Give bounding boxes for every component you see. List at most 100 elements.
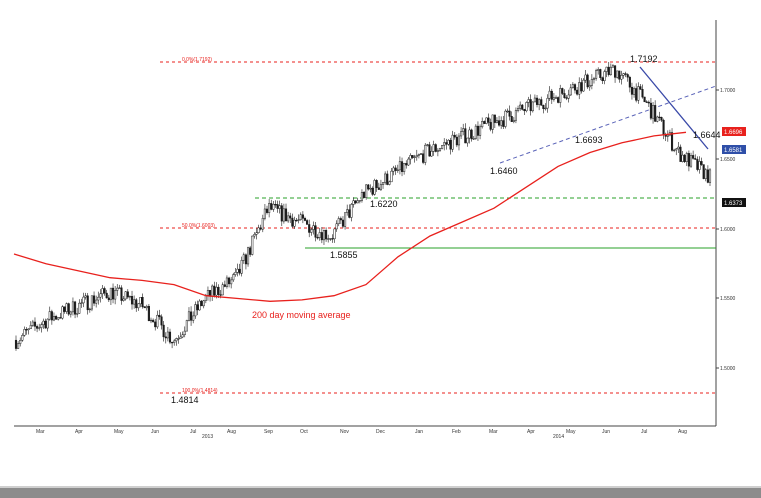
- candle-body: [540, 99, 543, 106]
- trendline-dashed: [499, 85, 717, 164]
- candle-body: [225, 277, 228, 287]
- candle-body: [23, 329, 26, 336]
- candle-body: [529, 99, 532, 112]
- candle-body: [464, 128, 467, 144]
- fib-100-label: 100.0%(1.4814): [182, 388, 218, 394]
- candle-body: [413, 156, 416, 158]
- level-1-6693-label: 1.6693: [575, 135, 603, 145]
- candle-body: [272, 203, 275, 210]
- last-price-text: 1.6373: [724, 201, 743, 207]
- last-price-tag: 1.6373: [722, 198, 746, 207]
- candle-body: [310, 229, 313, 233]
- candle-body: [508, 110, 511, 117]
- candle-body: [656, 116, 659, 122]
- candle-body: [59, 317, 62, 319]
- candle-body: [348, 209, 351, 218]
- candle-body: [337, 218, 340, 225]
- candle-body: [242, 254, 245, 261]
- candle-body: [327, 238, 330, 240]
- candle-body: [352, 200, 355, 205]
- candle-body: [582, 79, 585, 92]
- candle-body: [312, 225, 315, 230]
- candle-body: [257, 227, 260, 233]
- candle-body: [561, 88, 564, 94]
- candle-body: [122, 298, 125, 301]
- candle-body: [335, 223, 338, 230]
- candle-body: [434, 144, 437, 152]
- y-tick-labels: 1.5000 1.5500 1.6000 1.6500 1.7000: [720, 88, 736, 372]
- candle-body: [219, 294, 222, 296]
- candle-body: [194, 304, 197, 317]
- candle-body: [171, 341, 174, 344]
- trend-value-text: 1.6581: [724, 148, 743, 154]
- candle-body: [261, 217, 264, 230]
- ma-200-line: [13, 131, 687, 302]
- candle-body: [152, 319, 155, 323]
- candle-body: [282, 208, 285, 222]
- candle-body: [675, 148, 678, 151]
- candle-body: [643, 96, 646, 103]
- candle-body: [411, 155, 414, 158]
- candle-body: [308, 224, 311, 233]
- candle-body: [55, 316, 58, 320]
- candle-body: [521, 104, 524, 110]
- candle-body: [27, 328, 30, 331]
- candle-body: [687, 153, 690, 167]
- footer-bar: [0, 488, 761, 498]
- candle-body: [422, 153, 425, 163]
- candle-body: [145, 305, 148, 309]
- candle-body: [377, 187, 380, 190]
- candle-body: [698, 161, 701, 170]
- candle-body: [57, 317, 60, 320]
- candle-body: [139, 297, 142, 305]
- candle-body: [483, 121, 486, 124]
- candle-body: [228, 277, 231, 285]
- candle-body: [276, 204, 279, 209]
- candle-body: [185, 320, 188, 332]
- candle-body: [679, 146, 682, 162]
- x-tick-sep: Sep: [264, 429, 273, 435]
- candle-body: [595, 70, 598, 79]
- candle-body: [293, 219, 296, 227]
- candle-body: [489, 122, 492, 130]
- candle-body: [651, 105, 655, 119]
- candle-body: [381, 182, 385, 185]
- candle-body: [331, 238, 334, 240]
- candle-body: [649, 102, 652, 119]
- level-high-label: 1.7192: [630, 54, 658, 64]
- candle-body: [392, 167, 395, 172]
- candle-body: [569, 87, 572, 96]
- candle-body: [135, 299, 138, 309]
- candle-body: [677, 146, 680, 150]
- candle-body: [211, 285, 214, 297]
- candle-body: [116, 287, 119, 291]
- candle-body: [154, 321, 157, 328]
- x-tick-may-2014: May: [566, 429, 576, 435]
- candle-body: [232, 274, 235, 281]
- candle-body: [386, 173, 389, 185]
- x-tick-feb: Feb: [452, 429, 461, 435]
- candle-body: [708, 169, 712, 183]
- candle-body: [704, 169, 707, 179]
- candle-body: [457, 135, 461, 146]
- x-tick-apr: Apr: [75, 429, 83, 435]
- candle-body: [375, 180, 378, 188]
- candle-body: [544, 107, 547, 110]
- candle-body: [52, 316, 56, 321]
- candle-body: [449, 139, 452, 150]
- candle-body: [234, 272, 237, 275]
- candle-body: [141, 297, 144, 308]
- candle-body: [633, 88, 636, 95]
- candle-body: [500, 120, 503, 126]
- year-label-2014: 2014: [553, 434, 564, 440]
- candle-body: [301, 214, 304, 219]
- candle-body: [101, 288, 104, 295]
- candle-body: [379, 184, 382, 190]
- candle-body: [69, 311, 72, 315]
- candle-body: [299, 214, 302, 220]
- candle-body: [175, 338, 178, 342]
- candle-body: [19, 340, 22, 344]
- candle-body: [42, 320, 45, 325]
- candle-body: [398, 161, 401, 171]
